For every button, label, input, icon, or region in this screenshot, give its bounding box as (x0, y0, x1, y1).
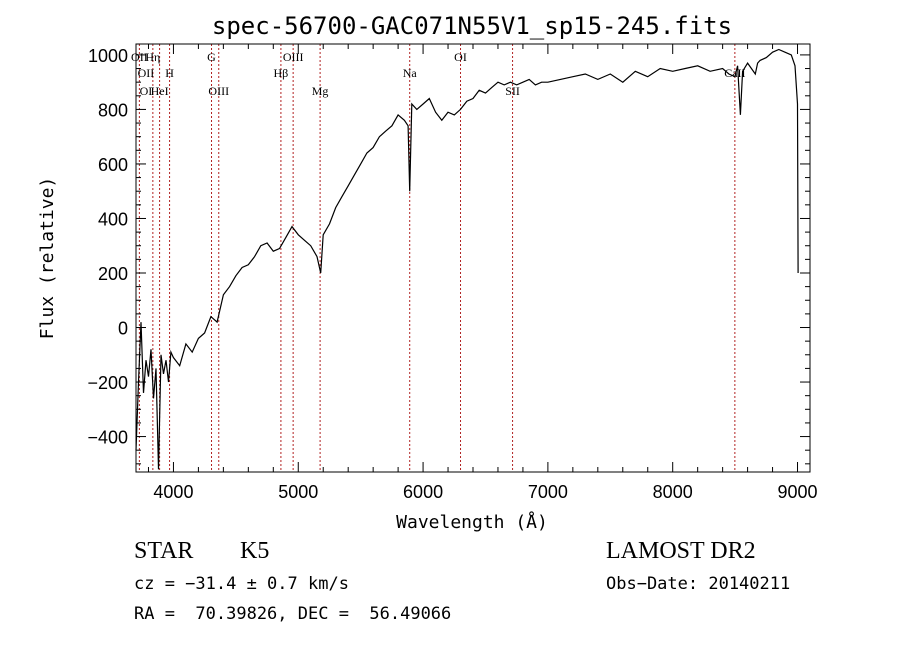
x-tick-label: 9000 (777, 482, 817, 502)
observation-date: Obs−Date: 20140211 (606, 574, 791, 594)
spectral-line-label: CaII (724, 66, 745, 80)
spectral-line-label: OI (140, 84, 153, 98)
spectral-line-label: H (165, 66, 174, 80)
y-axis-label: Flux (relative) (37, 177, 58, 340)
x-tick-label: 5000 (278, 482, 318, 502)
y-tick-label: 600 (98, 155, 128, 175)
object-class: STAR (134, 538, 194, 564)
y-axis: −400 −200 0 200 400 600 800 1000 (87, 46, 810, 465)
plot-frame (135, 43, 811, 473)
x-axis: 4000 5000 6000 7000 8000 9000 (147, 44, 818, 502)
redshift-velocity: cz = −31.4 ± 0.7 km/s (134, 574, 349, 594)
spectral-line-label: OII (131, 50, 148, 64)
x-tick-label: 4000 (153, 482, 193, 502)
x-tick-label: 7000 (528, 482, 568, 502)
chart-title: spec-56700-GAC071N55V1_sp15-245.fits (212, 12, 732, 40)
y-tick-label: 800 (98, 100, 128, 120)
object-subclass: K5 (240, 538, 270, 564)
spectral-line-label: Mg (312, 84, 329, 98)
y-tick-label: 1000 (88, 46, 128, 66)
spectral-line-label: Hβ (274, 66, 289, 80)
spectral-line-label: Na (403, 66, 418, 80)
survey-name: LAMOST DR2 (606, 538, 756, 564)
y-tick-label: 0 (118, 319, 128, 339)
coordinates: RA = 70.39826, DEC = 56.49066 (134, 604, 452, 624)
spectral-line-label: OIII (208, 84, 229, 98)
spectral-line-label: OI (454, 50, 467, 64)
y-tick-label: 400 (98, 209, 128, 229)
marker-lines (138, 44, 736, 472)
spectrum-line (135, 48, 799, 470)
spectral-line-label: G (207, 50, 216, 64)
x-tick-label: 8000 (653, 482, 693, 502)
spectral-line-label: Hη (145, 50, 160, 64)
spectral-line-label: OIII (283, 50, 304, 64)
x-tick-label: 6000 (403, 482, 443, 502)
spectral-line-label: OII (138, 66, 155, 80)
y-tick-label: 200 (98, 264, 128, 284)
y-tick-label: −400 (87, 428, 128, 448)
spectral-line-label: HeI (151, 84, 169, 98)
spectral-line-label: SII (505, 84, 520, 98)
x-axis-label: Wavelength (Å) (396, 511, 548, 533)
y-tick-label: −200 (87, 373, 128, 393)
